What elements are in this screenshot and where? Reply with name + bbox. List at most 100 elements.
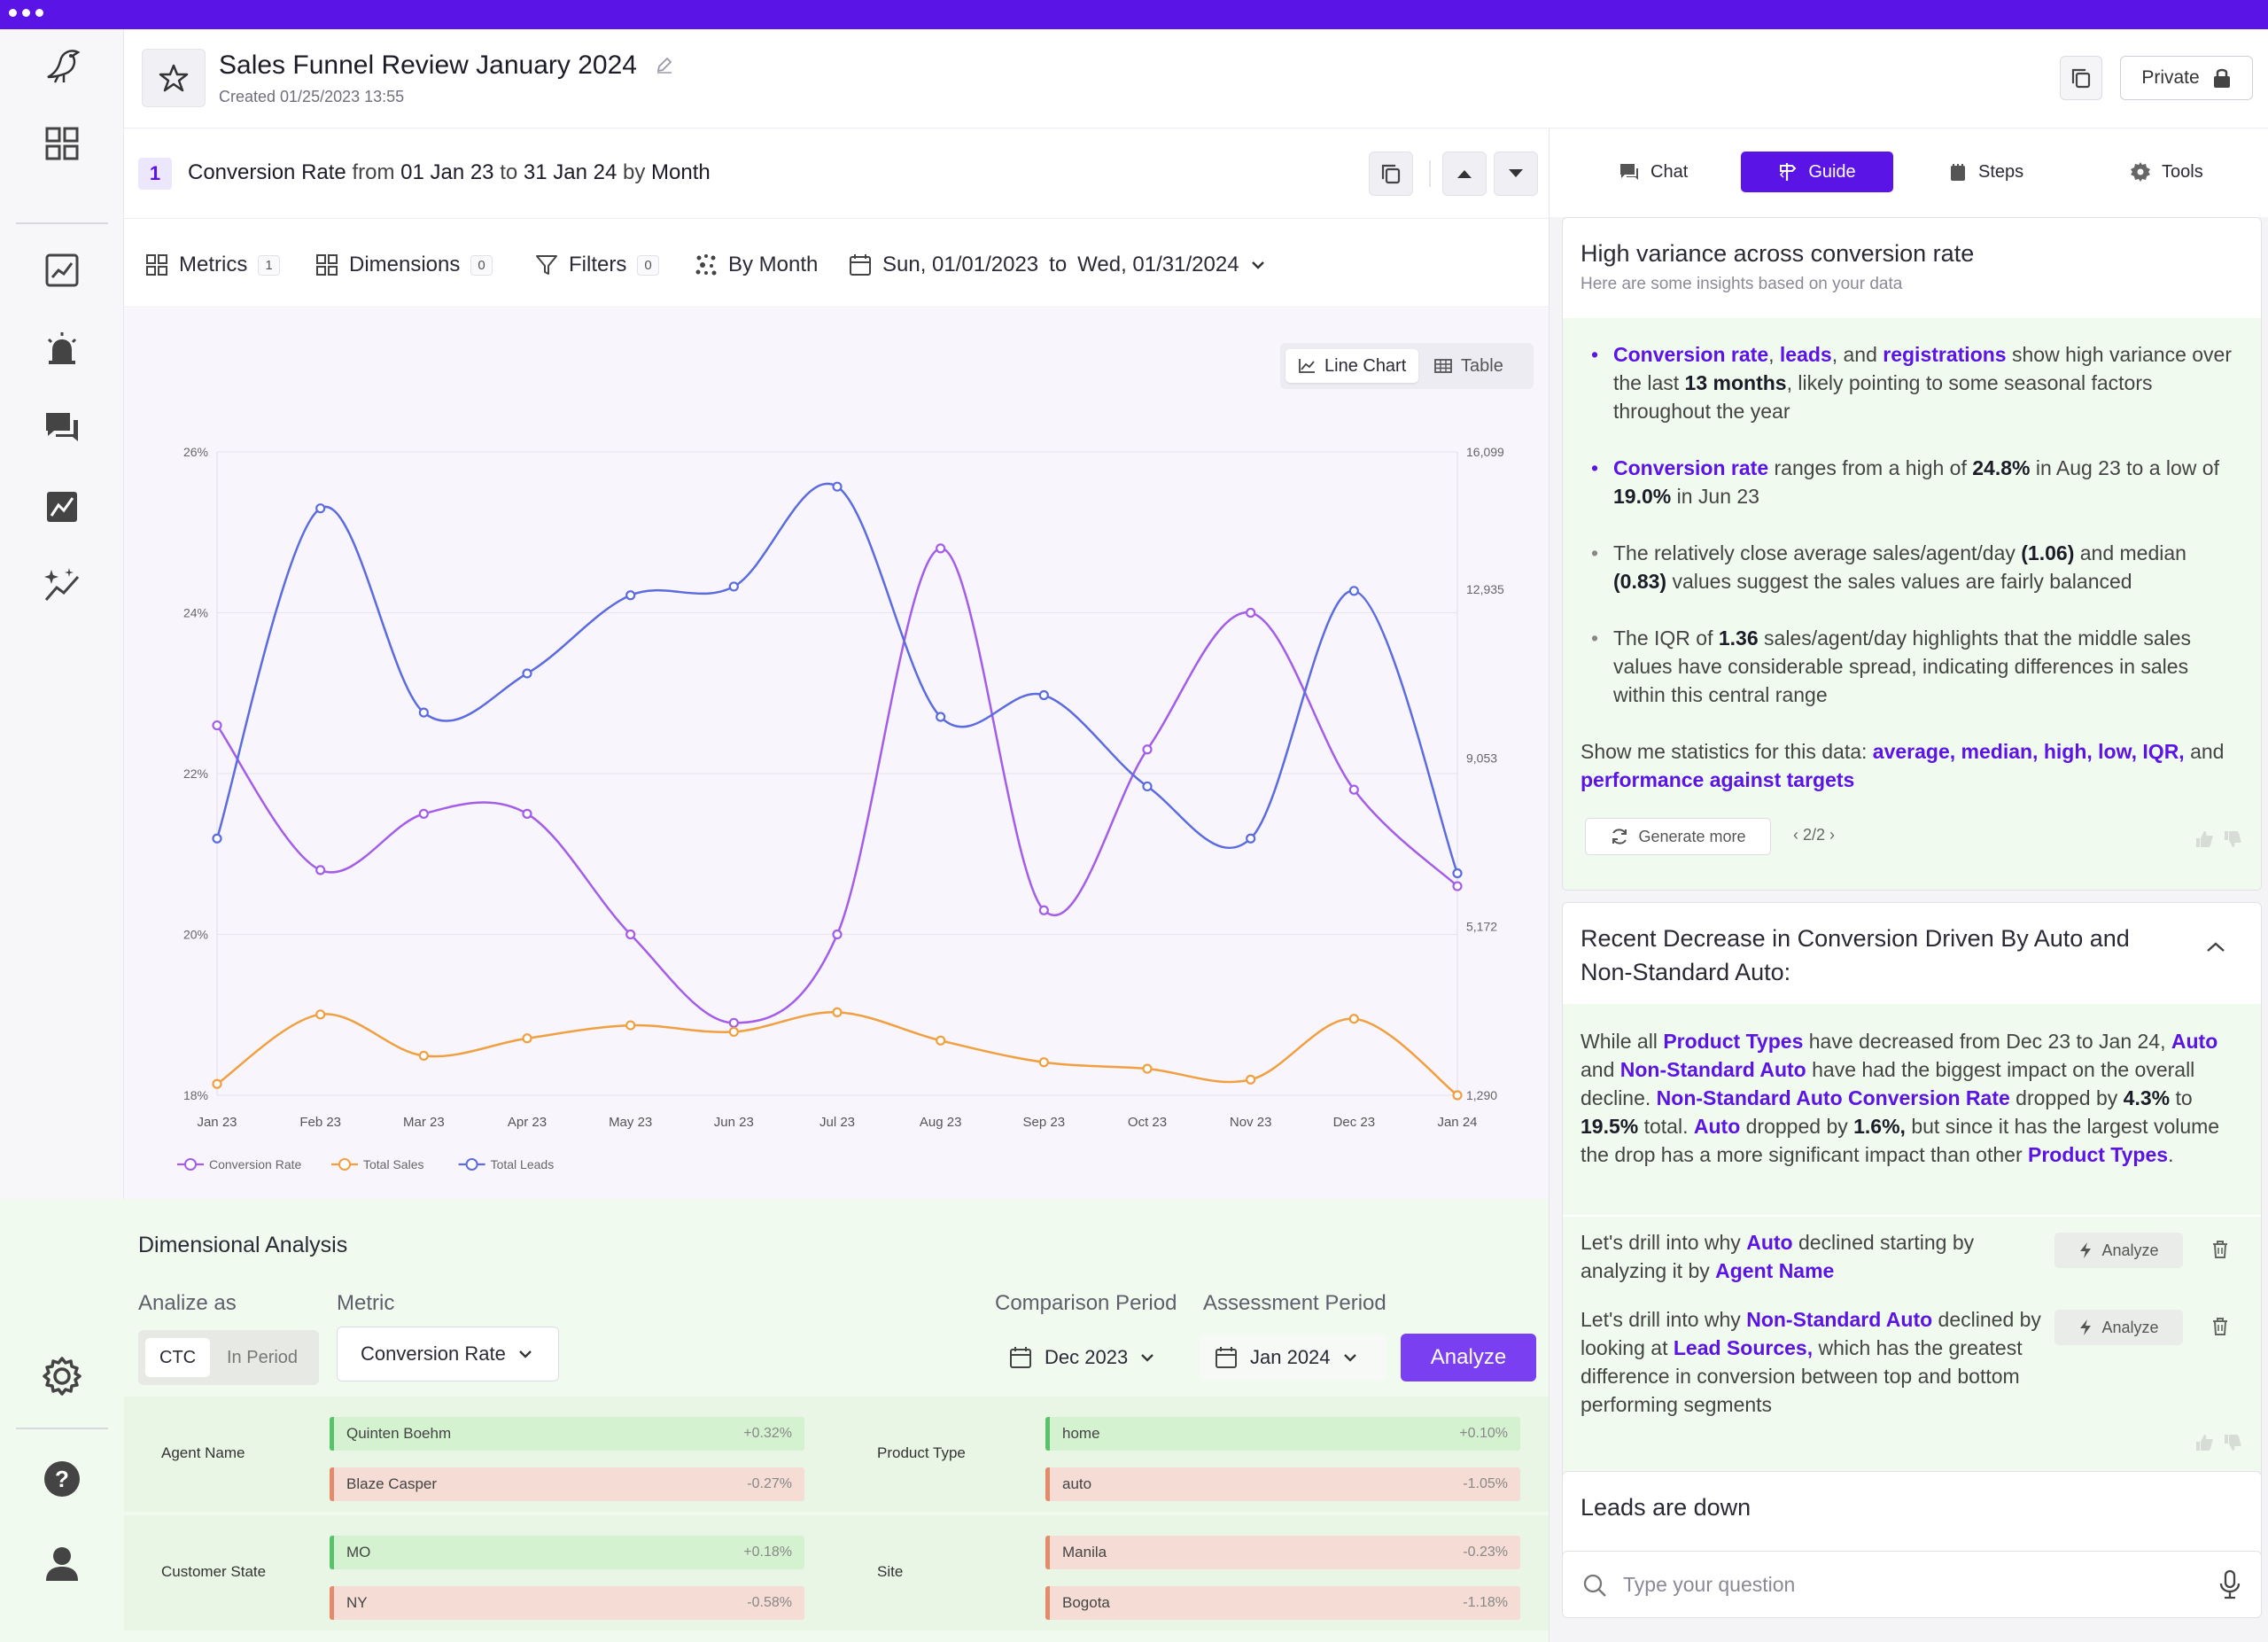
edit-title-icon[interactable]	[656, 56, 673, 78]
y-right-tick-label: 5,172	[1466, 920, 1497, 934]
grain-label: By Month	[728, 253, 819, 276]
thumbs-down-icon[interactable]	[2223, 1433, 2242, 1452]
segment-bar[interactable]: Blaze Casper -0.27%	[330, 1467, 804, 1501]
feedback-buttons	[2194, 1433, 2242, 1452]
ctc-option[interactable]: CTC	[145, 1338, 211, 1377]
trend-chart-icon[interactable]	[39, 484, 85, 530]
chevron-down-icon	[1141, 1354, 1154, 1362]
thumbs-up-icon[interactable]	[2194, 1433, 2214, 1452]
series-point-2	[418, 707, 429, 718]
y-right-tick-label: 16,099	[1466, 445, 1504, 459]
help-icon[interactable]: ?	[39, 1456, 85, 1502]
sparkle-trend-icon[interactable]	[39, 563, 85, 609]
generate-more-button[interactable]: Generate more	[1585, 818, 1771, 855]
date-range-picker[interactable]: Sun, 01/01/2023 to Wed, 01/31/2024	[849, 253, 1266, 277]
analyze-as-toggle: CTC In Period	[138, 1330, 319, 1385]
segment-bar[interactable]: MO +0.18%	[330, 1536, 804, 1569]
table-tab[interactable]: Table	[1422, 349, 1516, 383]
segment-bar[interactable]: home +0.10%	[1045, 1417, 1520, 1451]
dimension-row-group: Agent Name Quinten Boehm +0.32% Blaze Ca…	[124, 1397, 1549, 1512]
lightning-icon	[2080, 1319, 2092, 1335]
segment-bar[interactable]: Bogota -1.18%	[1045, 1586, 1520, 1620]
move-up-button[interactable]	[1442, 152, 1487, 196]
time-grain-button[interactable]: By Month	[695, 253, 818, 277]
move-down-button[interactable]	[1494, 152, 1538, 196]
alarm-icon[interactable]	[39, 326, 85, 372]
assistant-tabs: Chat Guide Steps Tools	[1550, 128, 2268, 217]
main-panel: 1 Conversion Rate from 01 Jan 23 to 31 J…	[124, 128, 1549, 1642]
tab-tools[interactable]: Tools	[2114, 152, 2219, 192]
tab-guide[interactable]: Guide	[1741, 152, 1893, 192]
assistant-panel: Chat Guide Steps Tools High variance acr…	[1549, 128, 2268, 1642]
drill-analyze-button[interactable]: Analyze	[2054, 1310, 2183, 1345]
series-line-2	[215, 482, 1459, 874]
series-point-0	[936, 543, 946, 554]
trash-icon[interactable]	[2211, 1317, 2229, 1341]
insight-card-decrease: Recent Decrease in Conversion Driven By …	[1562, 902, 2262, 1531]
thumbs-up-icon[interactable]	[2194, 829, 2214, 849]
drill-analyze-button[interactable]: Analyze	[2054, 1233, 2183, 1268]
filters-button[interactable]: Filters 0	[535, 253, 659, 277]
drill-suggestion: Let's drill into why Auto declined start…	[1581, 1231, 1975, 1282]
series-point-2	[1348, 586, 1359, 596]
series-point-0	[625, 929, 636, 940]
insight-card-variance: High variance across conversion rate Her…	[1562, 217, 2262, 891]
series-line-0	[215, 547, 1458, 1024]
bird-logo-icon[interactable]	[39, 42, 85, 88]
series-point-2	[1038, 689, 1049, 701]
segment-bar[interactable]: Manila -0.23%	[1045, 1536, 1520, 1569]
dashboard-grid-icon[interactable]	[39, 121, 85, 167]
series-point-2	[1452, 868, 1463, 879]
thumbs-down-icon[interactable]	[2223, 829, 2242, 849]
series-point-2	[625, 590, 636, 601]
analyze-button[interactable]: Analyze	[1401, 1334, 1536, 1381]
duplicate-button[interactable]	[2060, 56, 2102, 100]
series-point-0	[1348, 784, 1359, 795]
settings-gear-icon[interactable]	[39, 1353, 85, 1399]
user-profile-icon[interactable]	[39, 1540, 85, 1586]
dimensional-analysis-panel: Dimensional Analysis Analize as Metric C…	[124, 1199, 1549, 1642]
segment-bar[interactable]: NY -0.58%	[330, 1586, 804, 1620]
chat-icon	[1620, 164, 1638, 180]
insight-pager[interactable]: ‹ 2/2 ›	[1793, 826, 1836, 844]
series-point-0	[315, 865, 326, 875]
metric-select[interactable]: Conversion Rate	[337, 1327, 559, 1381]
copy-query-button[interactable]	[1369, 152, 1413, 196]
window-menu-dots[interactable]	[9, 9, 43, 17]
line-chart-tab[interactable]: Line Chart	[1285, 349, 1419, 383]
privacy-button[interactable]: Private	[2120, 56, 2253, 100]
series-point-1	[1348, 1014, 1359, 1024]
line-chart-icon[interactable]	[39, 247, 85, 293]
metrics-button[interactable]: Metrics 1	[145, 253, 280, 277]
line-chart-icon	[1299, 359, 1315, 373]
series-point-0	[212, 720, 222, 731]
segment-bar[interactable]: auto -1.05%	[1045, 1467, 1520, 1501]
insight-bullet: • The IQR of 1.36 sales/agent/day highli…	[1591, 626, 2192, 706]
x-tick-label: Oct 23	[1128, 1115, 1167, 1130]
series-point-0	[1142, 744, 1153, 755]
in-period-option[interactable]: In Period	[227, 1347, 299, 1367]
dimensions-button[interactable]: Dimensions 0	[315, 253, 493, 277]
tab-steps[interactable]: Steps	[1932, 152, 2039, 192]
x-tick-label: May 23	[609, 1115, 652, 1130]
collapse-chevron-icon[interactable]	[2205, 940, 2226, 959]
question-search-box[interactable]: Type your question	[1562, 1551, 2262, 1618]
assessment-period-select[interactable]: Jan 2024	[1200, 1334, 1386, 1381]
segment-bar[interactable]: Quinten Boehm +0.32%	[330, 1417, 804, 1451]
query-number: 1	[138, 158, 172, 190]
metrics-count: 1	[258, 254, 280, 276]
microphone-icon[interactable]	[2219, 1569, 2241, 1599]
series-point-0	[1246, 607, 1256, 619]
series-point-1	[522, 1033, 532, 1044]
range-to: to	[1049, 253, 1068, 276]
chat-bubbles-icon[interactable]	[39, 405, 85, 451]
series-point-0	[728, 1017, 739, 1028]
trash-icon[interactable]	[2211, 1240, 2229, 1264]
comparison-period-select[interactable]: Dec 2023	[995, 1334, 1181, 1381]
favorite-button[interactable]	[142, 49, 206, 107]
y-left-tick-label: 18%	[183, 1088, 208, 1102]
query-description: Conversion Rate from 01 Jan 23 to 31 Jan…	[188, 160, 711, 184]
tab-chat[interactable]: Chat	[1603, 152, 1704, 192]
chart-view-toggle: Line Chart Table	[1280, 343, 1534, 389]
series-point-1	[1452, 1090, 1463, 1101]
